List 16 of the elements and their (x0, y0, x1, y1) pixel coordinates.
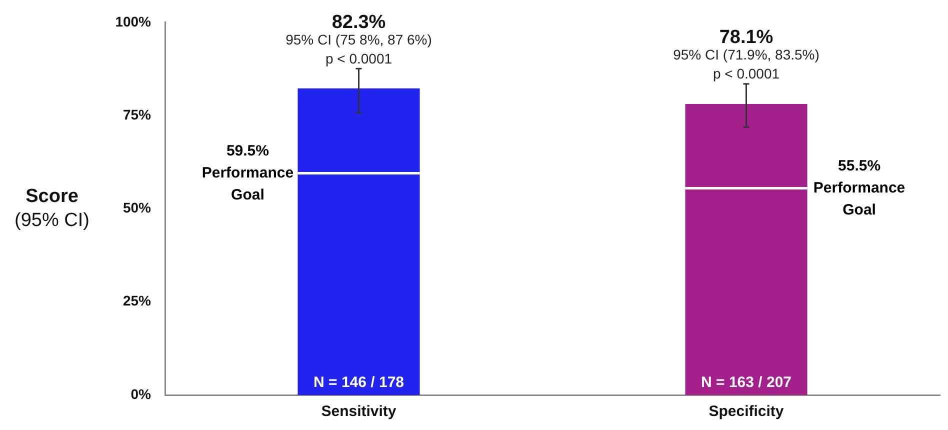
y-tick-label: 25% (122, 292, 152, 309)
x-tick-label: Specificity (708, 403, 784, 420)
ref-line-label: 55.5% Performance Goal (813, 157, 906, 218)
annotation: N = 146 / 178 (314, 374, 404, 392)
y-tick-label: 100% (115, 13, 152, 30)
y-tick-label: 50% (122, 200, 152, 216)
y-tick-label: 0% (130, 386, 152, 402)
data-label: 78.1% (719, 27, 774, 48)
y-axis-title: Score (95% CI) (14, 186, 90, 231)
y-tick-label: 75% (122, 106, 152, 122)
ref-line-label: 59.5% Performance Goal (202, 142, 294, 204)
annotation: 95% CI (75 8%, 87 6%) p < 0.0001 (286, 31, 432, 66)
data-label: 82.3% (332, 12, 386, 33)
x-tick-label: Sensitivity (321, 403, 397, 420)
annotation: 95% CI (71.9%, 83.5%) p < 0.0001 (673, 46, 820, 82)
annotation: N = 163 / 207 (701, 374, 792, 392)
